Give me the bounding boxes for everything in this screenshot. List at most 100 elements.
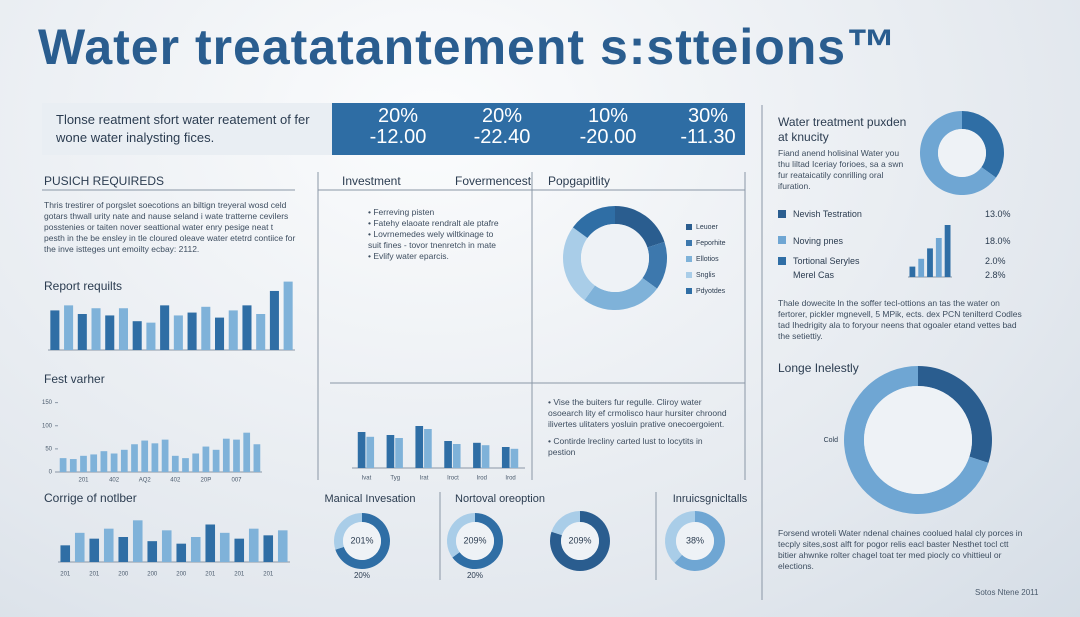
x-tick-label: 201 xyxy=(263,572,274,578)
x-tick-label: 402 xyxy=(170,478,181,484)
chart-title: Corrige of notlber xyxy=(44,491,137,505)
stat-bottom: -11.30 xyxy=(680,126,736,148)
list-label: Merel Cas xyxy=(793,270,835,280)
bar xyxy=(233,439,240,472)
footer: Sotos Ntene 2011 xyxy=(975,588,1039,597)
bar xyxy=(927,248,933,277)
legend-swatch xyxy=(686,272,692,278)
bar xyxy=(424,429,432,468)
donut-hole xyxy=(676,522,714,560)
bar xyxy=(161,530,172,562)
donut-hole xyxy=(581,224,649,292)
x-tick-label: 201 xyxy=(234,572,245,578)
bar xyxy=(473,442,481,468)
list-value: 13.0% xyxy=(985,209,1011,219)
bullet: • Lovrnemedes wely wiltkinage to xyxy=(368,229,494,239)
bar xyxy=(452,444,461,468)
pie-slice xyxy=(615,206,665,248)
bar xyxy=(481,445,490,468)
bar xyxy=(151,443,159,472)
bullet: • Fatehy elaoate rendralt ale ptafre xyxy=(368,218,499,228)
list-label: Tortional Seryles xyxy=(793,256,860,266)
banner-text: Tlonse reatment sfort water reatement of… xyxy=(56,112,310,145)
bar xyxy=(269,290,279,350)
center-label: 209% xyxy=(568,535,591,545)
bar xyxy=(103,528,114,562)
bar xyxy=(118,537,129,562)
header: Popgapitlity xyxy=(548,174,611,188)
bar xyxy=(234,538,245,562)
bar xyxy=(366,436,375,468)
bar xyxy=(214,317,225,350)
x-tick-label: Tyg xyxy=(390,476,400,482)
bar xyxy=(248,528,259,562)
donut-hole xyxy=(561,522,599,560)
stat-bottom: -22.40 xyxy=(473,126,531,148)
bar xyxy=(132,520,143,562)
bar xyxy=(212,449,220,472)
bar xyxy=(444,441,452,468)
bar xyxy=(192,453,200,472)
bar xyxy=(74,532,85,562)
pie-slice xyxy=(642,241,667,289)
stat-bottom: -12.00 xyxy=(369,126,427,148)
bar xyxy=(510,448,519,468)
bar xyxy=(132,321,142,350)
banner-text-box xyxy=(42,103,332,155)
pie-slice xyxy=(962,111,1004,178)
donut-hole xyxy=(938,129,986,177)
bar xyxy=(147,541,158,562)
bar xyxy=(161,439,169,472)
header: Investment xyxy=(342,174,401,188)
x-tick-label: 200 xyxy=(176,572,187,578)
title: Water treatatantement s:stteions™ xyxy=(38,19,898,75)
list-label: Nevish Testration xyxy=(793,209,862,219)
center-label: 209% xyxy=(463,535,486,545)
paragraph: Thale dowecite ln the soffer tecl-ottion… xyxy=(778,298,1022,341)
bar xyxy=(202,446,210,472)
bar xyxy=(90,454,98,472)
y-tick-label: 50 xyxy=(45,446,52,452)
y-tick-label: 0 xyxy=(49,470,53,476)
pie-slice xyxy=(563,227,596,301)
sublabel: 20% xyxy=(354,571,370,580)
x-tick-label: 200 xyxy=(118,572,129,578)
bar xyxy=(277,530,288,562)
pie-slice xyxy=(664,511,695,563)
bar xyxy=(141,440,149,472)
list-value: 18.0% xyxy=(985,236,1011,246)
bar xyxy=(80,455,87,472)
heading: Water treatment puxden at knucity xyxy=(778,115,907,144)
bar xyxy=(283,281,293,350)
bar xyxy=(242,305,252,350)
bullet: osoearch lity ef crmolisco haur hursiter… xyxy=(548,408,727,429)
x-tick-label: 200 xyxy=(147,572,158,578)
bar xyxy=(146,322,156,350)
bar xyxy=(243,432,251,472)
legend-label: Ellotios xyxy=(696,256,719,263)
bar xyxy=(77,314,87,350)
bar xyxy=(357,432,366,468)
dividers xyxy=(42,105,763,600)
x-tick-label: Iroct xyxy=(447,476,459,482)
donut-hole xyxy=(456,522,494,560)
x-tick-label: 402 xyxy=(109,478,120,484)
donut-hole xyxy=(343,522,381,560)
y-tick-label: 150 xyxy=(42,400,53,406)
bar xyxy=(187,312,197,350)
bar xyxy=(501,447,510,468)
bar xyxy=(222,438,230,472)
paragraph: Fiand anend holisinal Water you thu lilt… xyxy=(778,148,904,191)
bullet: • Contirde lrecliny carted lust to locyt… xyxy=(548,436,703,457)
list-value: 2.8% xyxy=(985,270,1006,280)
bar xyxy=(105,315,115,350)
chart-title: Report requilts xyxy=(44,279,122,293)
chart-title: Manical Invesation xyxy=(324,493,415,505)
bar xyxy=(909,266,916,277)
swatch xyxy=(778,210,786,218)
chart-title: Nortoval oreoption xyxy=(455,493,545,505)
x-tick-label: 201 xyxy=(78,478,89,484)
x-tick-label: 20P xyxy=(201,478,212,484)
